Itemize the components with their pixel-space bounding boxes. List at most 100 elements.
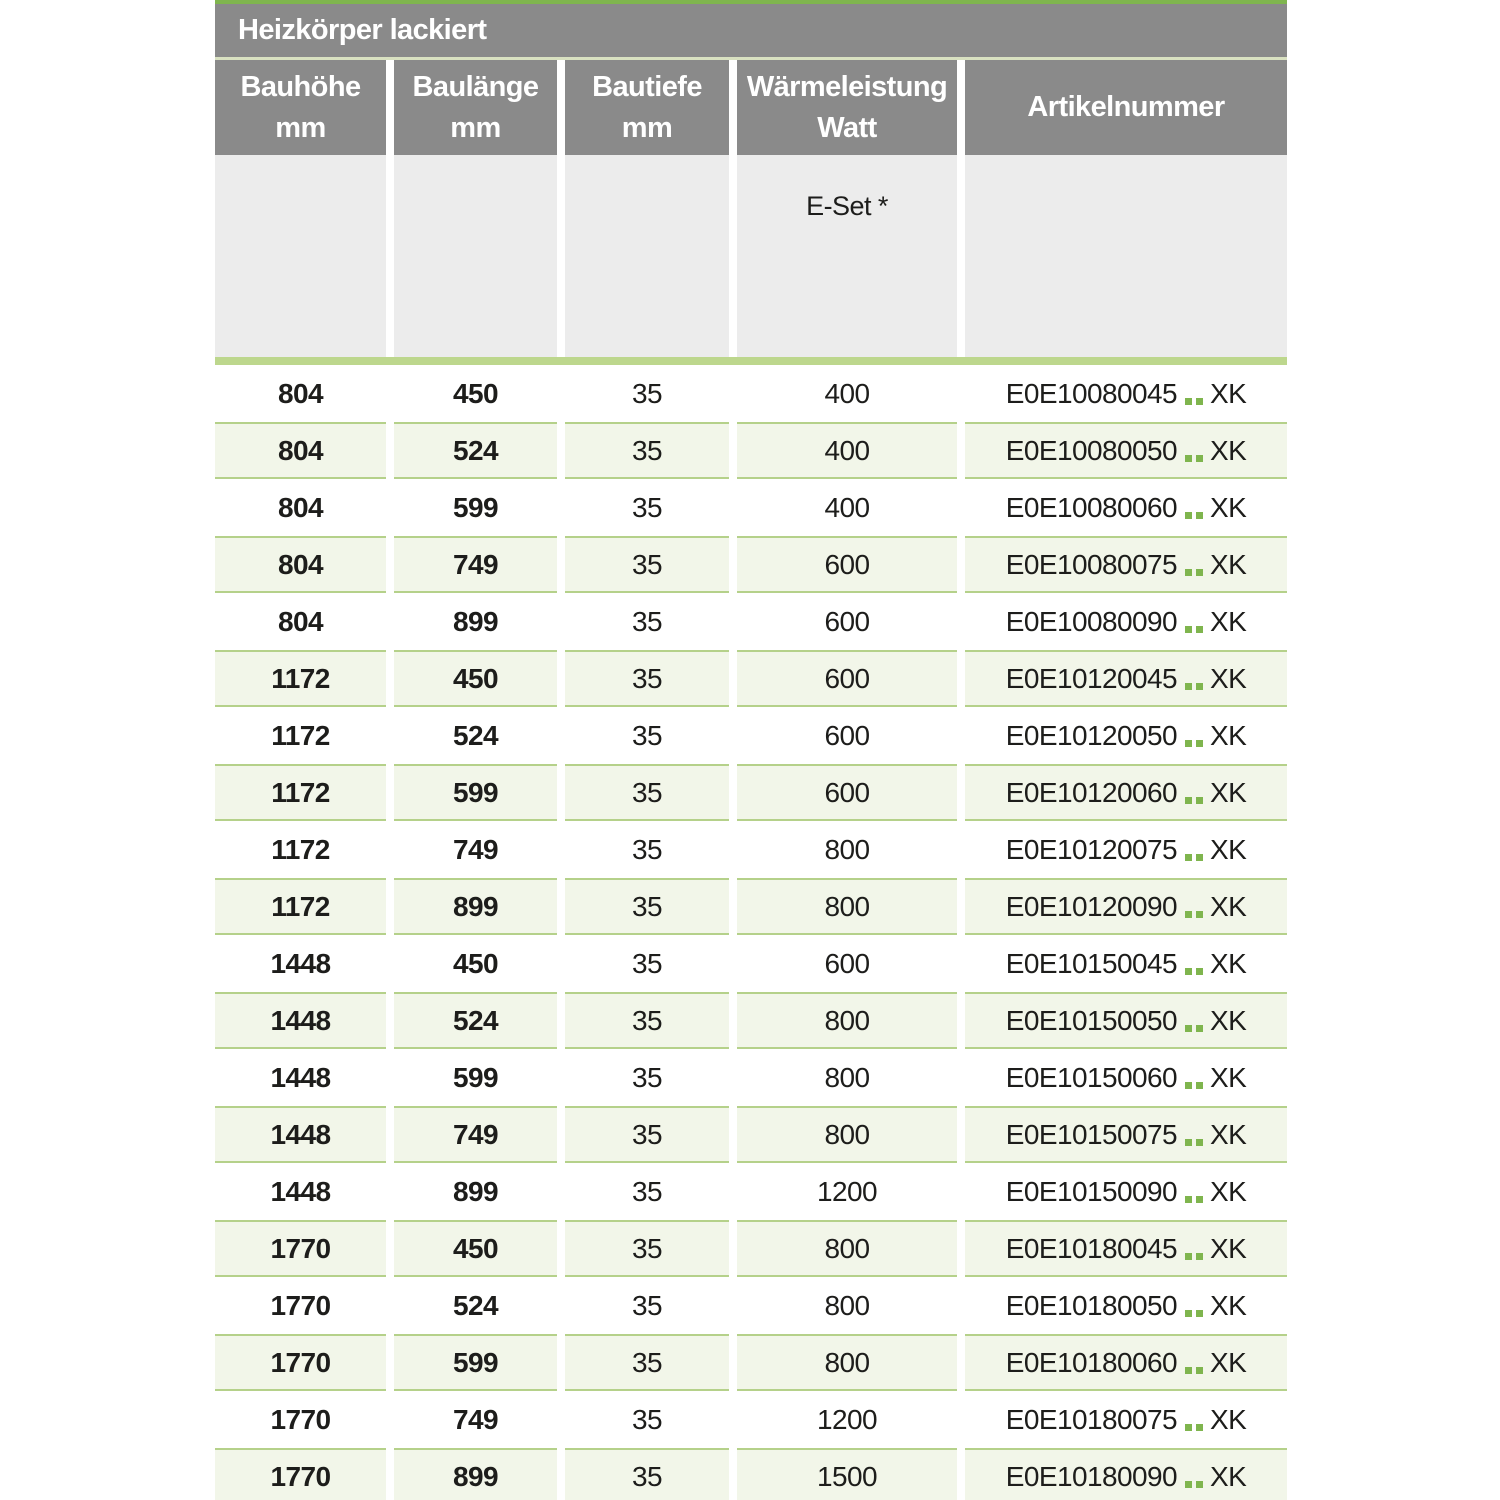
cell-bautiefe: 35 [565, 422, 729, 479]
cell-waermeleistung: 400 [737, 422, 957, 479]
cell-baulaenge: 599 [394, 1049, 557, 1106]
cell-bauhoehe: 804 [215, 365, 386, 422]
article-suffix: XK [1210, 1460, 1247, 1492]
column-header-unit: mm [621, 111, 673, 144]
cell-waermeleistung: 600 [737, 650, 957, 707]
cell-artikelnummer: E0E10080090 XK [965, 593, 1287, 650]
article-dot-icon [1185, 683, 1193, 690]
subheader-cell-artikelnummer [965, 155, 1287, 357]
cell-waermeleistung: 600 [737, 593, 957, 650]
cell-waermeleistung: 800 [737, 1277, 957, 1334]
article-suffix: XK [1210, 1175, 1247, 1207]
article-prefix: E0E10150075 [1005, 1118, 1178, 1150]
cell-bauhoehe: 804 [215, 422, 386, 479]
column-header-unit: mm [450, 111, 501, 144]
cell-waermeleistung: 800 [737, 1049, 957, 1106]
article-dot-icon [1185, 1367, 1193, 1374]
cell-waermeleistung: 1200 [737, 1163, 957, 1220]
cell-bauhoehe: 1448 [215, 935, 386, 992]
article-dot-icon [1185, 854, 1193, 861]
article-dot-icon [1196, 398, 1204, 405]
article-suffix: XK [1210, 605, 1247, 637]
cell-bautiefe: 35 [565, 1049, 729, 1106]
column-header-row: Bauhöhe mm Baulänge mm Bautiefe mm Wärmeleistu… [215, 60, 1287, 155]
article-suffix: XK [1210, 1346, 1247, 1378]
cell-bautiefe: 35 [565, 1448, 729, 1500]
column-header-unit: mm [275, 111, 326, 144]
article-dot-icon [1196, 1196, 1204, 1203]
article-dot-icon [1196, 911, 1204, 918]
cell-baulaenge: 899 [394, 593, 557, 650]
table-row: 1448 599 35 800 E0E10150060 XK [215, 1049, 1287, 1106]
column-header-label: Wärmeleistung [746, 70, 948, 103]
article-dot-icon [1185, 569, 1193, 576]
cell-bauhoehe: 1448 [215, 992, 386, 1049]
cell-artikelnummer: E0E10120090 XK [965, 878, 1287, 935]
article-prefix: E0E10080090 [1005, 605, 1178, 637]
cell-bautiefe: 35 [565, 479, 729, 536]
cell-baulaenge: 524 [394, 992, 557, 1049]
cell-waermeleistung: 600 [737, 764, 957, 821]
article-suffix: XK [1210, 1061, 1247, 1093]
article-suffix: XK [1210, 1118, 1247, 1150]
article-prefix: E0E10180050 [1005, 1289, 1178, 1321]
subheader-cell-waermeleistung: E-Set * [737, 155, 957, 357]
cell-bautiefe: 35 [565, 365, 729, 422]
article-suffix: XK [1210, 1232, 1247, 1264]
table-row: 804 899 35 600 E0E10080090 XK [215, 593, 1287, 650]
article-prefix: E0E10080050 [1005, 434, 1178, 466]
table-row: 1172 899 35 800 E0E10120090 XK [215, 878, 1287, 935]
cell-bauhoehe: 1448 [215, 1049, 386, 1106]
table-title: Heizkörper lackiert [215, 4, 1287, 57]
table-row: 804 599 35 400 E0E10080060 XK [215, 479, 1287, 536]
cell-waermeleistung: 400 [737, 365, 957, 422]
table-row: 1770 899 35 1500 E0E10180090 XK [215, 1448, 1287, 1500]
article-dot-icon [1185, 1481, 1193, 1488]
article-dot-icon [1185, 626, 1193, 633]
cell-waermeleistung: 800 [737, 1334, 957, 1391]
article-dot-icon [1185, 1139, 1193, 1146]
article-prefix: E0E10120050 [1005, 719, 1178, 751]
cell-artikelnummer: E0E10150050 XK [965, 992, 1287, 1049]
cell-bautiefe: 35 [565, 650, 729, 707]
article-prefix: E0E10120045 [1005, 662, 1178, 694]
article-dot-icon [1185, 512, 1193, 519]
article-dot-icon [1196, 1082, 1204, 1089]
cell-baulaenge: 450 [394, 935, 557, 992]
article-suffix: XK [1210, 947, 1247, 979]
cell-bauhoehe: 1770 [215, 1277, 386, 1334]
article-dot-icon [1185, 1253, 1193, 1260]
cell-bautiefe: 35 [565, 935, 729, 992]
cell-bauhoehe: 804 [215, 593, 386, 650]
cell-artikelnummer: E0E10180045 XK [965, 1220, 1287, 1277]
table-row: 1448 450 35 600 E0E10150045 XK [215, 935, 1287, 992]
article-dot-icon [1196, 797, 1204, 804]
article-prefix: E0E10150060 [1005, 1061, 1178, 1093]
article-dot-icon [1196, 1253, 1204, 1260]
table-row: 1770 524 35 800 E0E10180050 XK [215, 1277, 1287, 1334]
article-dot-icon [1196, 512, 1204, 519]
article-prefix: E0E10120090 [1005, 890, 1178, 922]
column-header-baulaenge: Baulänge mm [394, 60, 557, 155]
article-prefix: E0E10120060 [1005, 776, 1178, 808]
table-row: 1172 599 35 600 E0E10120060 XK [215, 764, 1287, 821]
article-dot-icon [1196, 1367, 1204, 1374]
cell-bautiefe: 35 [565, 992, 729, 1049]
table-row: 1770 599 35 800 E0E10180060 XK [215, 1334, 1287, 1391]
article-dot-icon [1185, 398, 1193, 405]
article-dot-icon [1185, 1025, 1193, 1032]
cell-waermeleistung: 800 [737, 1220, 957, 1277]
article-prefix: E0E10180075 [1005, 1403, 1178, 1435]
article-dot-icon [1185, 968, 1193, 975]
article-dot-icon [1196, 1424, 1204, 1431]
cell-waermeleistung: 800 [737, 821, 957, 878]
article-dot-icon [1185, 1082, 1193, 1089]
table-row: 1770 450 35 800 E0E10180045 XK [215, 1220, 1287, 1277]
article-suffix: XK [1210, 719, 1247, 751]
article-suffix: XK [1210, 776, 1247, 808]
cell-baulaenge: 599 [394, 764, 557, 821]
article-suffix: XK [1210, 1403, 1247, 1435]
cell-artikelnummer: E0E10080075 XK [965, 536, 1287, 593]
article-prefix: E0E10180045 [1005, 1232, 1178, 1264]
